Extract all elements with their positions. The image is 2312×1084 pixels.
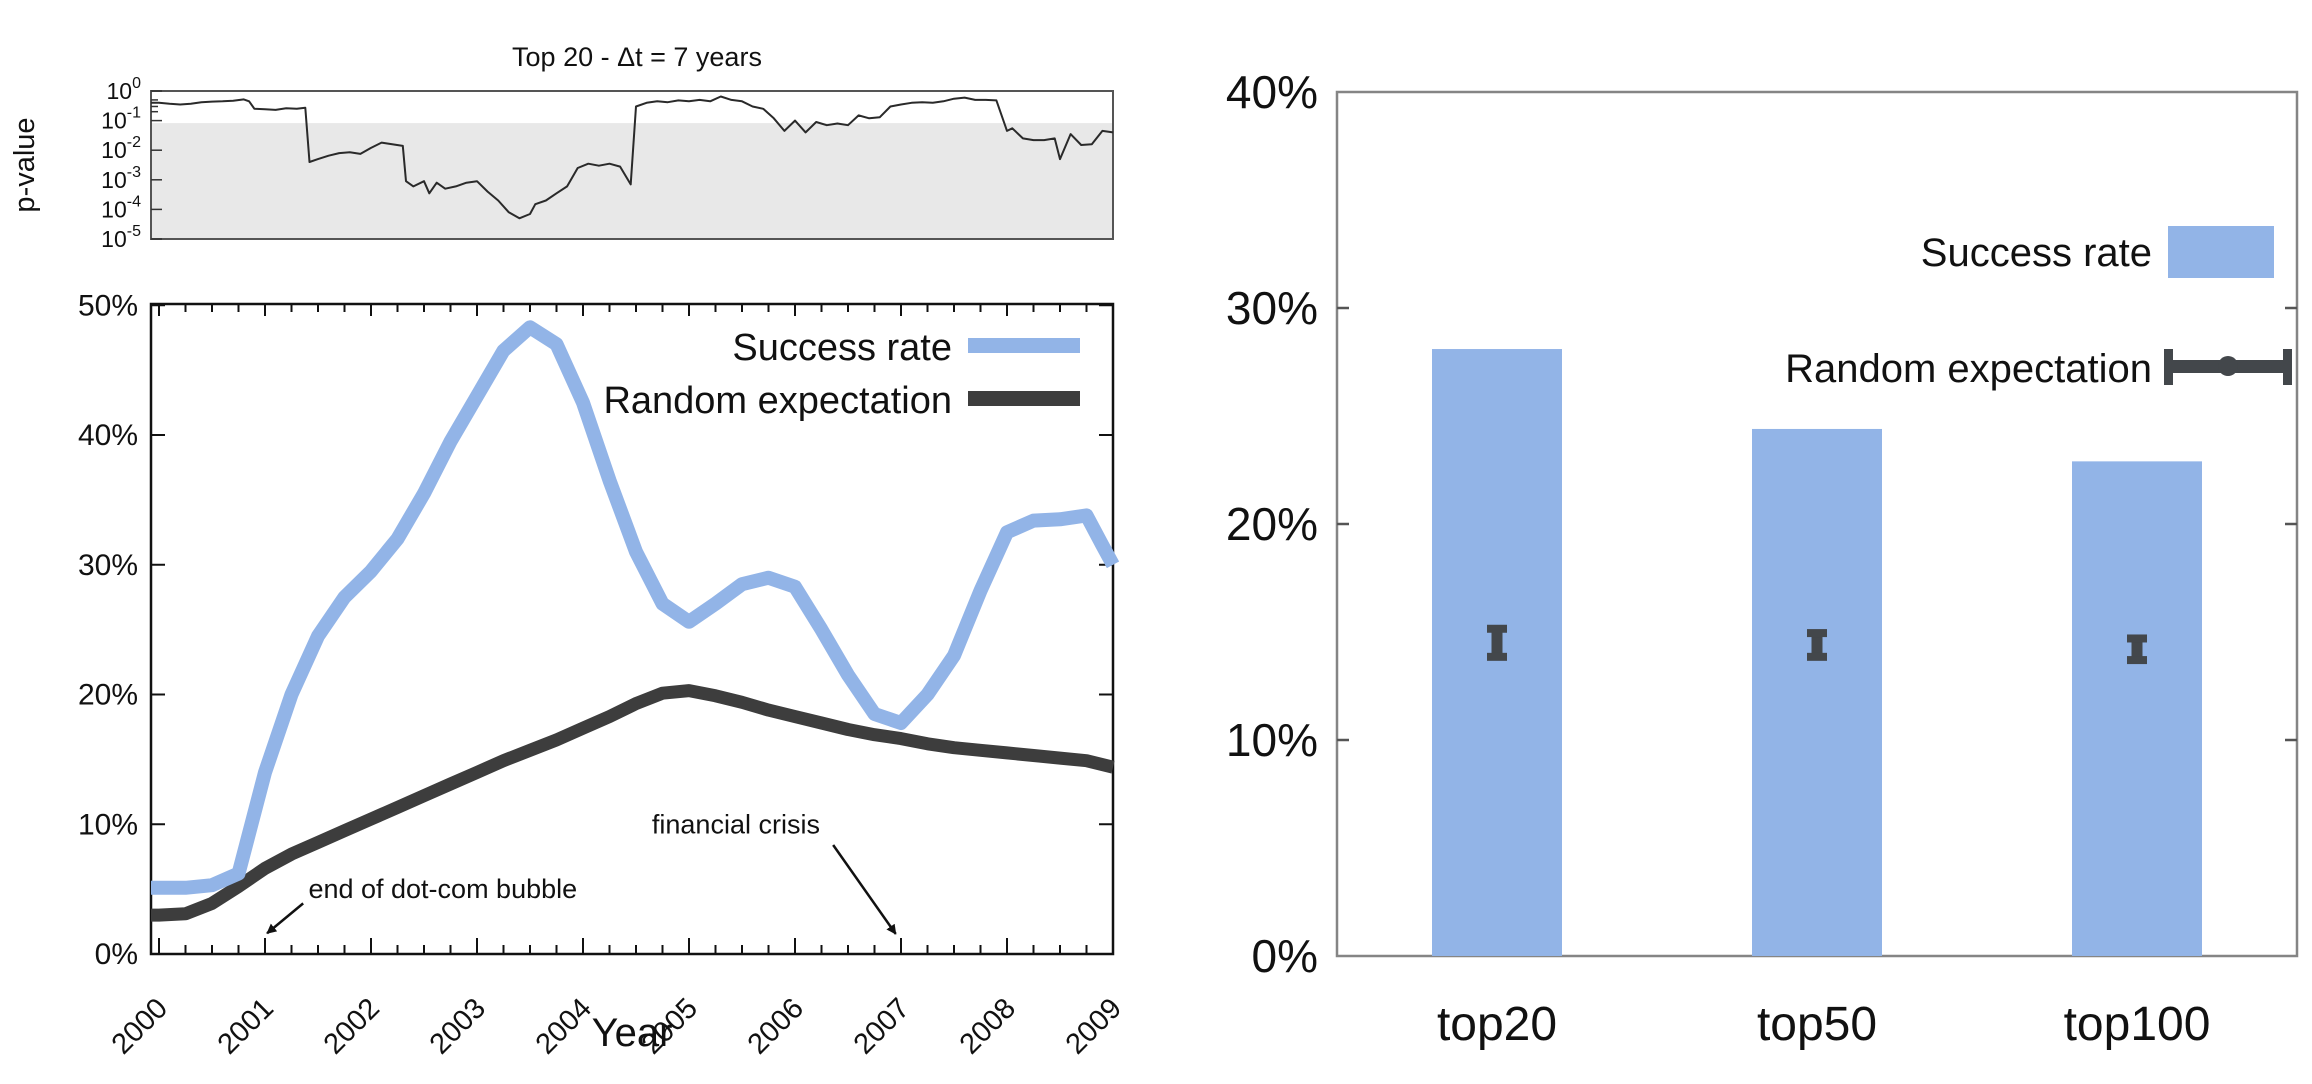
x-axis-title: Year: [592, 1011, 673, 1055]
y-tick-label: 20%: [78, 679, 138, 712]
error-bar-cap-bottom-top100: [2127, 656, 2147, 665]
pvalue-frame: [150, 90, 1114, 240]
legend-label-success-rate: Success rate: [732, 327, 952, 369]
bar-legend-swatch-success-rate: [2168, 226, 2274, 278]
error-bar-stem-top50: [1811, 633, 1823, 657]
legend-label-random-expectation: Random expectation: [603, 380, 952, 422]
error-bar-cap-bottom-top20: [1487, 652, 1507, 661]
legend: Success rate Random expectation: [603, 327, 1080, 422]
y-tick-label: 40%: [1226, 66, 1318, 118]
x-tick-label: 2009: [1060, 992, 1128, 1060]
bar-legend-label-success-rate: Success rate: [1921, 231, 2152, 275]
y-tick-label: 30%: [1226, 282, 1318, 334]
series-line-random-expectation: [151, 684, 1115, 922]
bar-top50: [1752, 428, 1882, 957]
pvalue-ylabel: p-value: [9, 117, 41, 212]
annotation-arrow: [266, 902, 304, 935]
y-tick-label: 0%: [95, 938, 138, 971]
x-tick-label: 2001: [212, 992, 280, 1060]
bar-legend-label-random-expectation: Random expectation: [1785, 347, 2152, 391]
x-tick-label: 2006: [742, 992, 810, 1060]
y-tick-label: 50%: [78, 289, 138, 322]
error-bar-cap-top-top20: [1487, 624, 1507, 633]
x-tick-label: 2003: [424, 992, 492, 1060]
bar-legend: Success rate Random expectation: [1785, 226, 2292, 391]
y-tick-label: 10-2: [101, 134, 141, 163]
main-frame: [149, 302, 1115, 956]
y-tick-label: 10-5: [101, 223, 141, 252]
y-tick-label: 10%: [78, 808, 138, 841]
category-label-top100: top100: [2064, 998, 2211, 1051]
x-tick-label: 2004: [530, 992, 598, 1060]
bar-legend-errorbar-glyph: [2164, 349, 2292, 385]
series-line-success-rate: [151, 320, 1120, 895]
error-bar-cap-top-top50: [1807, 629, 1827, 638]
bar-chart-plot: 0% 10% 20% 30% 40% top20 top50 top100 Success r…: [1226, 66, 2299, 1051]
category-label-top50: top50: [1757, 998, 1877, 1051]
error-bar-cap-top-top100: [2127, 634, 2147, 643]
y-tick-label: 100: [107, 75, 142, 104]
y-tick-label: 10-1: [101, 105, 141, 134]
y-tick-label: 20%: [1226, 498, 1318, 550]
error-bar-cap-bottom-top50: [1807, 652, 1827, 661]
legend-swatch-success-rate: [968, 338, 1080, 353]
y-tick-label: 0%: [1252, 930, 1318, 982]
x-tick-label: 2008: [954, 992, 1022, 1060]
pvalue-title: Top 20 - Δt = 7 years: [512, 42, 762, 72]
significance-shade-region: [151, 123, 1113, 239]
x-tick-label: 2000: [106, 992, 174, 1060]
x-tick-label: 2007: [848, 992, 916, 1060]
annotation-arrow: [832, 844, 897, 935]
annotation-dotcom-label: end of dot-com bubble: [308, 874, 577, 904]
legend-swatch-random-expectation: [968, 391, 1080, 406]
pvalue-plot: Top 20 - Δt = 7 years p-value 10010-110-…: [9, 42, 1114, 252]
error-bar-stem-top100: [2131, 638, 2143, 661]
y-tick-label: 40%: [78, 419, 138, 452]
bar-chart-plot-area: 0% 10% 20% 30% 40% top20 top50 top100: [1226, 66, 2299, 1051]
bar-top100: [2072, 461, 2202, 956]
y-tick-label: 10%: [1226, 714, 1318, 766]
success-rate-plot: 0% 10% 20% 30% 40% 50% 2000 2001 2002 2003 2004 200…: [78, 289, 1128, 1060]
category-label-top20: top20: [1437, 998, 1557, 1051]
pvalue-line: [150, 95, 1114, 220]
annotation-crisis-label: financial crisis: [652, 809, 820, 839]
y-tick-label: 10-3: [101, 164, 141, 193]
error-bar-stem-top20: [1491, 628, 1503, 657]
y-tick-label: 30%: [78, 549, 138, 582]
y-tick-label: 10-4: [101, 193, 141, 222]
x-tick-label: 2002: [318, 992, 386, 1060]
